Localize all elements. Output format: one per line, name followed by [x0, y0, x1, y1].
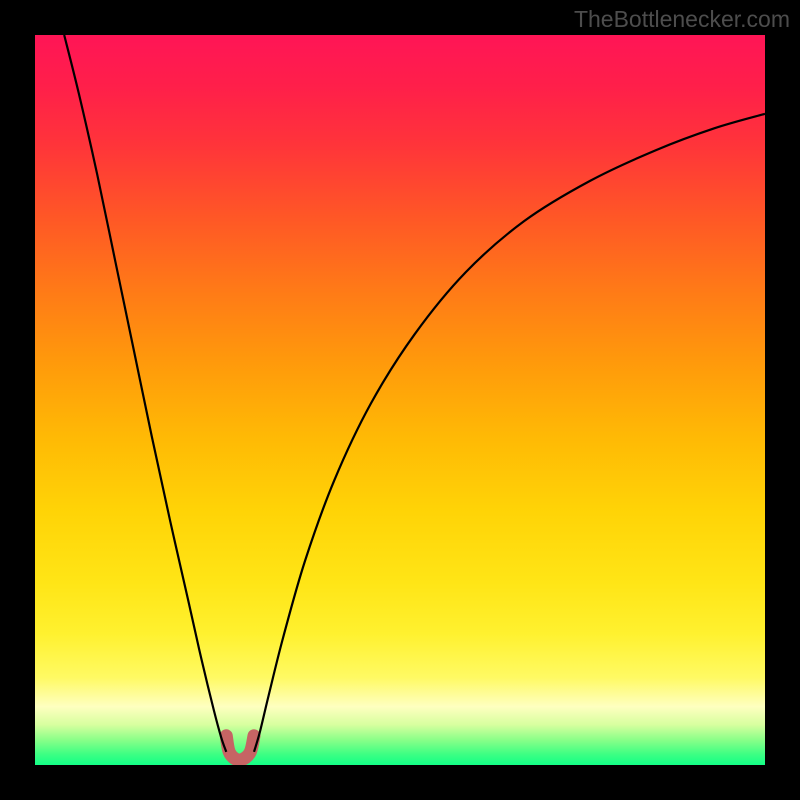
watermark-text: TheBottlenecker.com: [574, 6, 790, 33]
bottleneck-chart: [35, 35, 765, 765]
